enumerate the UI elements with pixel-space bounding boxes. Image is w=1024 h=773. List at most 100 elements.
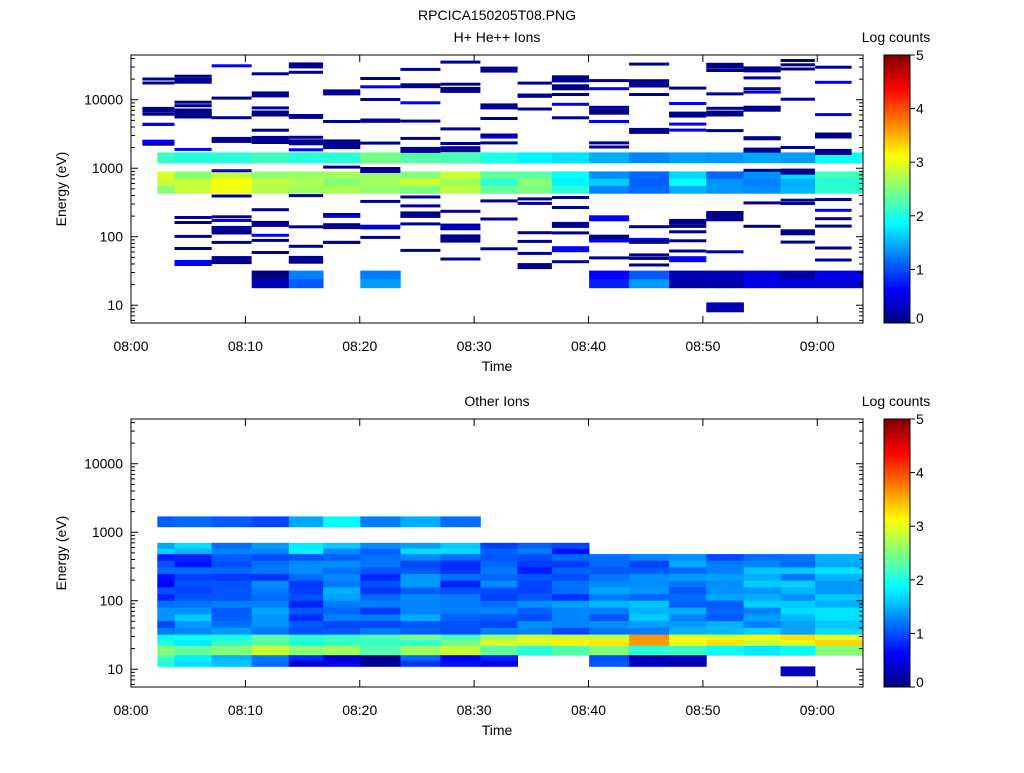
- heatmap-cell: [589, 607, 630, 615]
- heatmap-cell: [440, 587, 481, 595]
- heatmap-cell: [251, 627, 290, 635]
- heatmap-cell: [174, 147, 212, 151]
- heatmap-cell: [551, 116, 590, 120]
- heatmap-cell: [780, 178, 816, 187]
- heatmap-cell: [669, 178, 707, 187]
- colorbar-swatch: [884, 285, 910, 288]
- heatmap-cell: [211, 261, 252, 265]
- heatmap-cell: [251, 270, 290, 280]
- heatmap-cell: [551, 554, 590, 562]
- heatmap-cell: [174, 542, 213, 549]
- heatmap-cell: [815, 614, 864, 622]
- colorbar-swatch: [884, 309, 910, 313]
- x-axis-label: Time: [482, 358, 513, 374]
- heatmap-cell: [780, 594, 816, 602]
- heatmap-cell: [251, 560, 290, 568]
- colorbar-swatch: [884, 235, 910, 239]
- heatmap-cell: [780, 240, 815, 244]
- heatmap-cell: [743, 66, 781, 73]
- heatmap-cell: [551, 542, 590, 549]
- heatmap-cell: [288, 270, 324, 280]
- x-ticks: 08:00 08:10 08:20 08:30 08:40 08:50 09:00: [113, 419, 835, 718]
- colorbar-tick-label: 4: [916, 465, 924, 481]
- heatmap-cell: [589, 171, 630, 180]
- heatmap-cell: [400, 548, 441, 555]
- heatmap-cell: [669, 279, 707, 289]
- colorbar-swatch: [884, 168, 910, 172]
- heatmap-cell: [669, 587, 707, 595]
- colorbar-swatch: [884, 468, 910, 471]
- heatmap-cell: [669, 600, 707, 608]
- heatmap-cell: [360, 587, 401, 595]
- colorbar-swatch: [884, 445, 910, 449]
- heatmap-cell: [669, 627, 707, 635]
- heatmap-cell: [629, 607, 670, 615]
- heatmap-cell: [211, 64, 252, 68]
- colorbar-swatch: [884, 291, 910, 295]
- colorbar-swatch: [884, 539, 910, 543]
- heatmap-cell: [780, 59, 815, 62]
- heatmap-cell: [706, 186, 744, 194]
- heatmap-cell: [780, 270, 816, 280]
- heatmap-cell: [288, 148, 324, 152]
- colorbar-swatch: [884, 419, 910, 422]
- colorbar-swatch: [884, 544, 910, 547]
- heatmap-cell: [400, 627, 441, 635]
- heatmap-cell: [288, 600, 324, 608]
- heatmap-cell: [157, 621, 175, 629]
- heatmap-cell: [551, 607, 590, 615]
- y-tick-label: 10000: [84, 92, 123, 108]
- x-tick-label: 08:30: [457, 338, 492, 354]
- colorbar-swatch: [884, 276, 910, 279]
- heatmap-cell: [551, 171, 590, 180]
- heatmap-cell: [551, 621, 590, 629]
- heatmap-cell: [669, 249, 707, 253]
- heatmap-cell: [517, 600, 553, 608]
- x-tick-label: 08:30: [457, 702, 492, 718]
- colorbar-swatch: [884, 530, 910, 534]
- heatmap-cell: [743, 567, 782, 575]
- colorbar-swatch: [884, 318, 910, 322]
- colorbar-swatch: [884, 597, 910, 601]
- heatmap-cell: [323, 143, 361, 150]
- heatmap-cell: [400, 660, 441, 667]
- colorbar-swatch: [884, 532, 910, 536]
- colorbar-swatch: [884, 182, 910, 185]
- heatmap-cell: [815, 600, 864, 608]
- heatmap-cell: [288, 279, 324, 289]
- heatmap-cell: [480, 178, 518, 187]
- heatmap-cell: [669, 122, 707, 126]
- heatmap-cell: [400, 634, 441, 641]
- colorbar-swatch: [884, 282, 910, 286]
- colorbar-swatch: [884, 669, 910, 672]
- colorbar-swatch: [884, 521, 910, 525]
- colorbar-swatch: [884, 479, 910, 482]
- heatmap-cell: [589, 567, 630, 575]
- heatmap-cell: [174, 645, 213, 656]
- heatmap-cell: [517, 186, 553, 194]
- heatmap-cell: [440, 554, 481, 562]
- colorbar-swatch: [884, 59, 910, 62]
- colorbar-swatch: [884, 588, 910, 592]
- colorbar-swatch: [884, 528, 910, 531]
- heatmap-cell: [480, 171, 518, 180]
- heatmap-cell: [706, 574, 744, 582]
- colorbar-swatch: [884, 92, 910, 96]
- colorbar-tick-label: 0: [916, 674, 924, 690]
- colorbar-swatch: [884, 209, 910, 212]
- heatmap-cell: [251, 660, 290, 667]
- colorbar-swatch: [884, 215, 910, 219]
- heatmap-cell: [142, 122, 175, 126]
- heatmap-cell: [211, 256, 252, 263]
- colorbar-swatch: [884, 548, 910, 552]
- heatmap-cell: [551, 93, 590, 96]
- heatmap-cell: [706, 587, 744, 595]
- heatmap-cell: [815, 171, 864, 180]
- colorbar-swatch: [884, 151, 910, 154]
- heatmap-cell: [360, 85, 401, 89]
- heatmap-cell: [174, 247, 212, 250]
- heatmap-cell: [288, 621, 324, 629]
- heatmap-cell: [743, 171, 782, 180]
- heatmap-cell: [288, 260, 324, 264]
- heatmap-cell: [251, 594, 290, 602]
